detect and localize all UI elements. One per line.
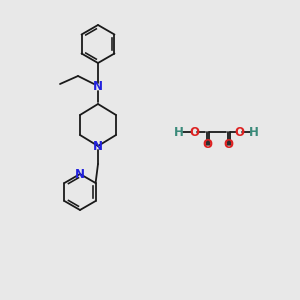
Text: O: O	[189, 125, 199, 139]
Text: H: H	[249, 125, 259, 139]
Text: N: N	[93, 80, 103, 94]
Text: N: N	[75, 167, 85, 181]
Text: O: O	[234, 125, 244, 139]
Text: O: O	[223, 139, 233, 152]
Text: O: O	[202, 139, 212, 152]
Text: N: N	[93, 140, 103, 152]
Text: H: H	[174, 125, 184, 139]
